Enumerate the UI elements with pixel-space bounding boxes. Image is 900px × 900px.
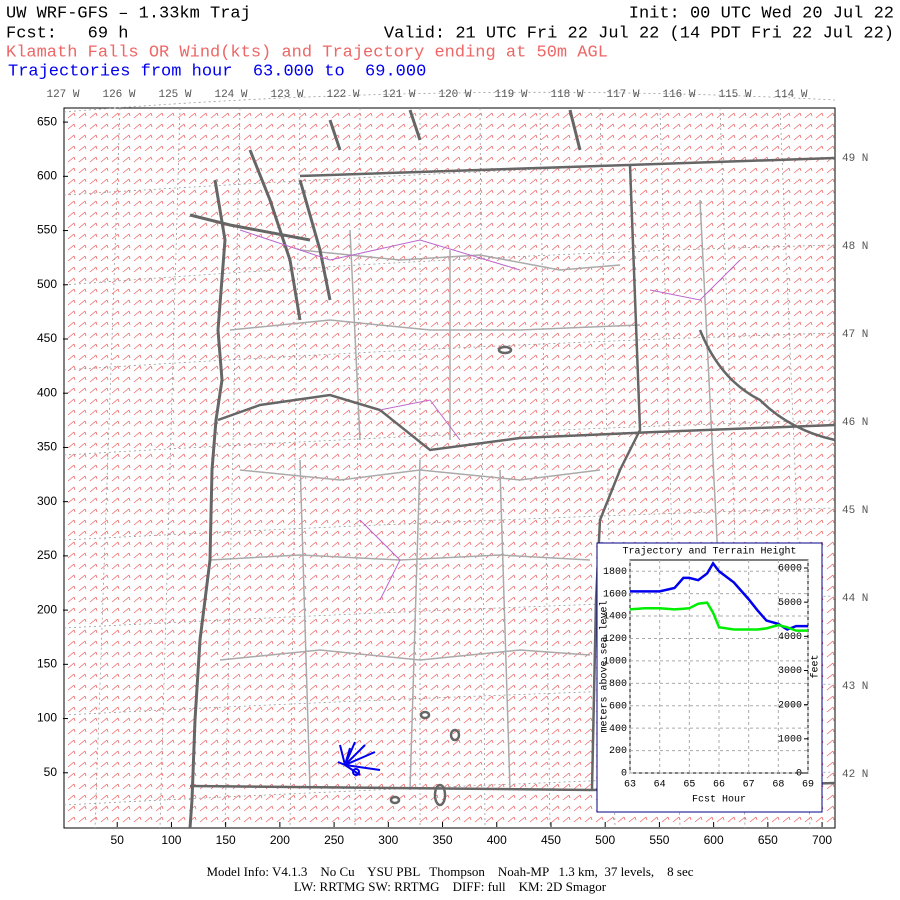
y-tick-label: 1000: [603, 657, 627, 668]
x-tick-label: 200: [270, 833, 290, 847]
latitude-label: 42 N: [842, 769, 868, 781]
subtitle: Klamath Falls OR Wind(kts) and Trajector…: [6, 43, 608, 62]
x-tick-label: 250: [324, 833, 344, 847]
line-series: [629, 601, 808, 632]
x-tick-label: 350: [433, 833, 453, 847]
longitude-label: 119 W: [494, 89, 527, 101]
latitude-label: 49 N: [842, 153, 868, 165]
valid-time: Valid: 21 UTC Fri 22 Jul 22 (14 PDT Fri …: [384, 24, 894, 43]
x-tick-label: 400: [487, 833, 507, 847]
x-tick-label: 550: [649, 833, 669, 847]
x-tick-label: 450: [541, 833, 561, 847]
model-physics: LW: RRTMG SW: RRTMG DIFF: full KM: 2D Sm…: [294, 879, 607, 894]
y2-tick-label: 1000: [778, 734, 802, 745]
trajectories: [337, 741, 381, 776]
x-tick-label: 50: [111, 833, 125, 847]
y-tick-label: 500: [37, 277, 57, 291]
longitude-label: 120 W: [438, 89, 471, 101]
model-info: Model Info: V4.1.3 No Cu YSU PBL Thompso…: [206, 864, 693, 879]
y-tick-label: 300: [37, 494, 57, 508]
y-tick-label: 100: [37, 711, 57, 725]
y-tick-label: 400: [609, 724, 627, 735]
y2-tick-label: 4000: [778, 632, 802, 643]
y-tick-label: 600: [37, 168, 57, 182]
forecast-hour: Fcst: 69 h: [6, 24, 128, 43]
inset-chart: Trajectory and Terrain Height 63 64 65 66 67 6…: [599, 546, 822, 806]
y-tick-label: 350: [37, 440, 57, 454]
y-tick-label: 200: [609, 746, 627, 757]
x-tick-label: 67: [743, 780, 755, 791]
latitude-label: 45 N: [842, 505, 868, 517]
longitude-label: 124 W: [214, 89, 247, 101]
x-tick-label: 64: [654, 780, 666, 791]
longitude-label: 118 W: [550, 89, 583, 101]
latitude-label: 46 N: [842, 417, 868, 429]
y-tick-label: 400: [37, 385, 57, 399]
lakes: [389, 345, 513, 807]
y-tick-label: 550: [37, 223, 57, 237]
y2-tick-label: 0: [796, 769, 802, 780]
county-borders: [209, 199, 721, 791]
latitude-label: 48 N: [842, 241, 868, 253]
latitude-label: 44 N: [842, 593, 868, 605]
y-tick-label: 250: [37, 548, 57, 562]
x-tick-label: 63: [624, 780, 636, 791]
y-tick-label: 650: [37, 114, 57, 128]
longitude-label: 122 W: [326, 89, 359, 101]
y2-tick-label: 5000: [778, 598, 802, 609]
x-axis-label: Fcst Hour: [692, 795, 746, 806]
puget-sound: [189, 109, 582, 321]
y-tick-label: 50: [44, 765, 58, 779]
y2-axis-label: feet: [810, 654, 822, 678]
longitude-label: 114 W: [774, 89, 807, 101]
init-time: Init: 00 UTC Wed 20 Jul 22: [629, 4, 894, 23]
x-tick-label: 100: [161, 833, 181, 847]
x-tick-label: 150: [216, 833, 236, 847]
latitude-label: 43 N: [842, 681, 868, 693]
inset-title: Trajectory and Terrain Height: [622, 546, 796, 558]
y-tick-label: 1400: [603, 612, 627, 623]
y-tick-label: 450: [37, 331, 57, 345]
map-axes: 50 100 150 200 250 300 350 400 450 500 550 600 650 70…: [37, 89, 868, 847]
longitude-label: 116 W: [662, 89, 695, 101]
title: UW WRF-GFS – 1.33km Traj: [6, 4, 251, 23]
x-tick-label: 300: [378, 833, 398, 847]
x-tick-label: 600: [704, 833, 724, 847]
y-tick-label: 150: [37, 657, 57, 671]
y-axis-label: meters above sea level: [599, 600, 611, 732]
x-tick-label: 68: [772, 780, 784, 791]
longitude-label: 117 W: [606, 89, 639, 101]
y-tick-label: 800: [609, 679, 627, 690]
x-tick-label: 65: [683, 780, 695, 791]
y-tick-label: 200: [37, 602, 57, 616]
state-borders: [189, 156, 836, 792]
x-tick-label: 500: [595, 833, 615, 847]
trajectory-range: Trajectories from hour 63.000 to 69.000: [8, 62, 426, 81]
inset-frame: [596, 542, 823, 813]
y2-tick-label: 2000: [778, 700, 802, 711]
y2-tick-label: 3000: [778, 666, 802, 677]
latitude-label: 47 N: [842, 329, 868, 341]
rivers: [239, 229, 741, 601]
y-tick-label: 1600: [603, 589, 627, 600]
y-tick-label: 600: [609, 701, 627, 712]
y2-tick-label: 6000: [778, 564, 802, 575]
longitude-label: 125 W: [158, 89, 191, 101]
longitude-label: 123 W: [270, 89, 303, 101]
longitude-label: 121 W: [382, 89, 415, 101]
x-tick-label: 700: [812, 833, 832, 847]
longitude-label: 127 W: [46, 89, 79, 101]
coastline: [188, 179, 227, 829]
x-tick-label: 650: [758, 833, 778, 847]
longitude-label: 115 W: [718, 89, 751, 101]
longitude-label: 126 W: [102, 89, 135, 101]
x-tick-label: 69: [802, 780, 814, 791]
y-tick-label: 0: [621, 769, 627, 780]
y-tick-label: 1200: [603, 634, 627, 645]
y-tick-label: 1800: [603, 567, 627, 578]
x-tick-label: 66: [713, 780, 725, 791]
